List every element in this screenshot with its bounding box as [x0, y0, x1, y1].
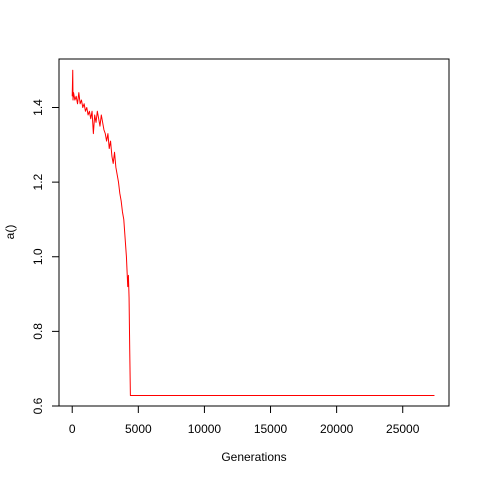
x-tick-label: 0	[69, 422, 76, 436]
x-tick-label: 5000	[125, 422, 152, 436]
y-tick-label: 0.6	[31, 397, 45, 414]
x-axis-title: Generations	[221, 450, 286, 464]
y-axis: 0.6 0.8 1.0 1.2 1.4	[31, 99, 60, 414]
x-tick-label: 20000	[320, 422, 354, 436]
x-axis: 0 5000 10000 15000 20000 25000	[69, 405, 420, 436]
y-tick-label: 0.8	[31, 323, 45, 340]
x-tick-label: 15000	[254, 422, 288, 436]
series-layer	[71, 69, 435, 397]
y-tick-label: 1.2	[31, 173, 45, 190]
plot-area-frame	[58, 58, 450, 407]
x-tick-label: 10000	[188, 422, 222, 436]
x-tick-label: 25000	[386, 422, 420, 436]
y-axis-title: a()	[3, 225, 17, 240]
y-tick-label: 1.0	[31, 248, 45, 265]
series-line	[71, 69, 435, 397]
y-tick-label: 1.4	[31, 99, 45, 116]
